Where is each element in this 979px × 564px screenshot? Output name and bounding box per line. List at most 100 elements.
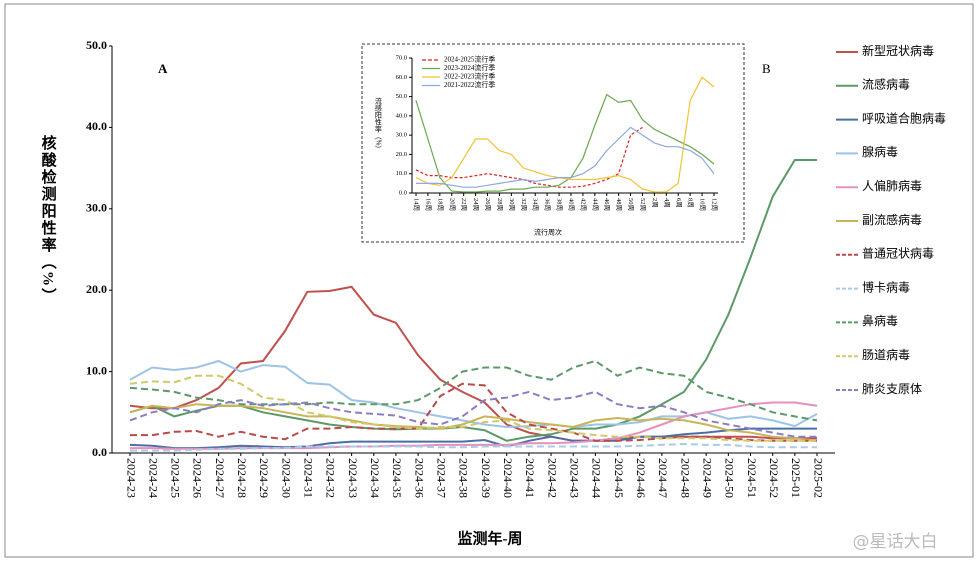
legend-label: 人偏肺病毒 <box>862 178 922 193</box>
x-tick-label: 46周 <box>603 198 611 211</box>
x-tick-label: 2024-46 <box>634 458 648 498</box>
x-tick-label: 2024-28 <box>235 458 249 498</box>
legend-label: 鼻病毒 <box>862 313 898 328</box>
x-tick-label: 2024-34 <box>368 458 382 498</box>
legend-label: 2022-2023流行季 <box>444 72 495 81</box>
x-tick-label: 2024-43 <box>567 458 581 498</box>
legend-label: 肠道病毒 <box>862 347 910 362</box>
x-tick-label: 2024-50 <box>723 458 737 498</box>
y-tick-label: 20.0 <box>396 151 407 158</box>
inset-y-axis-label: 流感阳性率（%） <box>374 97 382 153</box>
y-tick-label: 50.0 <box>396 93 407 100</box>
x-tick-label: 24周 <box>472 198 480 211</box>
x-tick-label: 2024-36 <box>412 458 426 498</box>
y-tick-label: 40.0 <box>86 119 107 133</box>
x-tick-label: 8周 <box>687 198 695 208</box>
watermark: @星话大白 <box>853 532 938 552</box>
legend-label: 博卡病毒 <box>862 279 910 294</box>
x-tick-label: 2025-02 <box>811 458 825 498</box>
x-tick-label: 2024-23 <box>124 458 138 498</box>
x-tick-label: 2024-48 <box>678 458 692 498</box>
x-tick-label: 2024-39 <box>479 458 493 498</box>
annotation: A <box>158 61 168 76</box>
x-tick-label: 16周 <box>424 198 432 211</box>
x-tick-label: 2024-32 <box>324 458 338 498</box>
series-line <box>129 285 817 442</box>
x-tick-label: 4周 <box>663 198 671 208</box>
legend-label: 呼吸道合胞病毒 <box>862 110 946 125</box>
x-tick-label: 2025-01 <box>789 458 803 498</box>
x-axis-label: 监测年-周 <box>458 529 523 547</box>
y-tick-label: 60.0 <box>396 74 407 81</box>
x-tick-label: 2024-49 <box>700 458 714 498</box>
y-tick-label: 10.0 <box>86 363 107 377</box>
x-tick-label: 2024-26 <box>191 458 205 498</box>
annotation: B <box>762 61 771 76</box>
legend-label: 2024-2025流行季 <box>444 55 495 64</box>
series-line <box>130 382 817 442</box>
x-tick-label: 2024-25 <box>169 458 183 498</box>
y-tick-label: 70.0 <box>396 54 407 61</box>
x-tick-label: 12周 <box>711 198 719 211</box>
x-tick-label: 2024-40 <box>501 458 515 498</box>
series-line <box>129 390 817 438</box>
x-tick-label: 42周 <box>579 198 587 211</box>
x-tick-label: 20周 <box>448 198 456 211</box>
x-tick-label: 2024-35 <box>390 458 404 498</box>
x-tick-label: 2024-44 <box>590 458 604 498</box>
x-tick-label: 2024-42 <box>545 458 559 498</box>
y-tick-label: 10.0 <box>396 170 407 177</box>
y-tick-label: 50.0 <box>86 38 107 52</box>
x-tick-label: 40周 <box>567 198 575 211</box>
x-tick-label: 18周 <box>436 198 444 211</box>
series-line <box>415 93 715 193</box>
legend-label: 2023-2024流行季 <box>444 63 495 72</box>
legend-label: 肺炎支原体 <box>862 382 922 396</box>
legend-label: 普通冠状病毒 <box>862 246 934 261</box>
y-tick-label: 0.0 <box>92 445 107 459</box>
legend-label: 新型冠状病毒 <box>862 43 934 58</box>
series-line <box>129 403 818 442</box>
inset-x-axis-label: 流行周次 <box>534 228 562 237</box>
x-tick-label: 2024-38 <box>457 458 471 498</box>
x-tick-label: 48周 <box>615 198 623 211</box>
x-tick-label: 2024-45 <box>612 458 626 498</box>
x-tick-label: 44周 <box>591 198 599 211</box>
x-tick-label: 52周 <box>639 198 647 211</box>
series-line <box>415 76 715 193</box>
legend-label: 2021-2022流行季 <box>444 80 495 89</box>
x-tick-label: 2周 <box>651 198 659 208</box>
x-tick-label: 2024-31 <box>302 458 316 498</box>
x-tick-label: 14周 <box>413 198 421 211</box>
x-tick-label: 2024-33 <box>346 458 360 498</box>
x-tick-label: 36周 <box>544 198 552 211</box>
x-tick-label: 2024-37 <box>435 458 449 498</box>
series-line <box>416 126 715 188</box>
x-tick-label: 26周 <box>484 198 492 211</box>
x-tick-label: 22周 <box>460 198 468 211</box>
x-tick-label: 28周 <box>496 198 504 211</box>
x-tick-label: 2024-47 <box>656 458 670 498</box>
series-line <box>129 427 817 450</box>
x-tick-label: 2024-52 <box>767 458 781 498</box>
x-tick-label: 2024-51 <box>745 458 759 498</box>
legend-label: 流感病毒 <box>862 77 910 92</box>
series-line <box>130 442 817 452</box>
x-tick-label: 50周 <box>627 198 635 211</box>
legend-label: 腺病毒 <box>862 144 898 159</box>
x-tick-label: 30周 <box>508 198 516 211</box>
y-tick-label: 40.0 <box>396 112 407 119</box>
series-line <box>415 126 643 188</box>
series-line <box>129 374 817 442</box>
x-tick-label: 6周 <box>675 198 683 208</box>
y-tick-label: 20.0 <box>86 282 107 296</box>
inset-frame <box>361 43 745 243</box>
x-tick-label: 32周 <box>520 198 528 211</box>
y-tick-label: 30.0 <box>396 132 407 139</box>
x-tick-label: 2024-24 <box>146 458 160 498</box>
x-tick-label: 2024-41 <box>523 458 537 498</box>
x-tick-label: 38周 <box>556 198 564 211</box>
y-axis-label: 核酸检测阳性率（%） <box>40 134 58 305</box>
y-tick-label: 30.0 <box>86 201 107 215</box>
